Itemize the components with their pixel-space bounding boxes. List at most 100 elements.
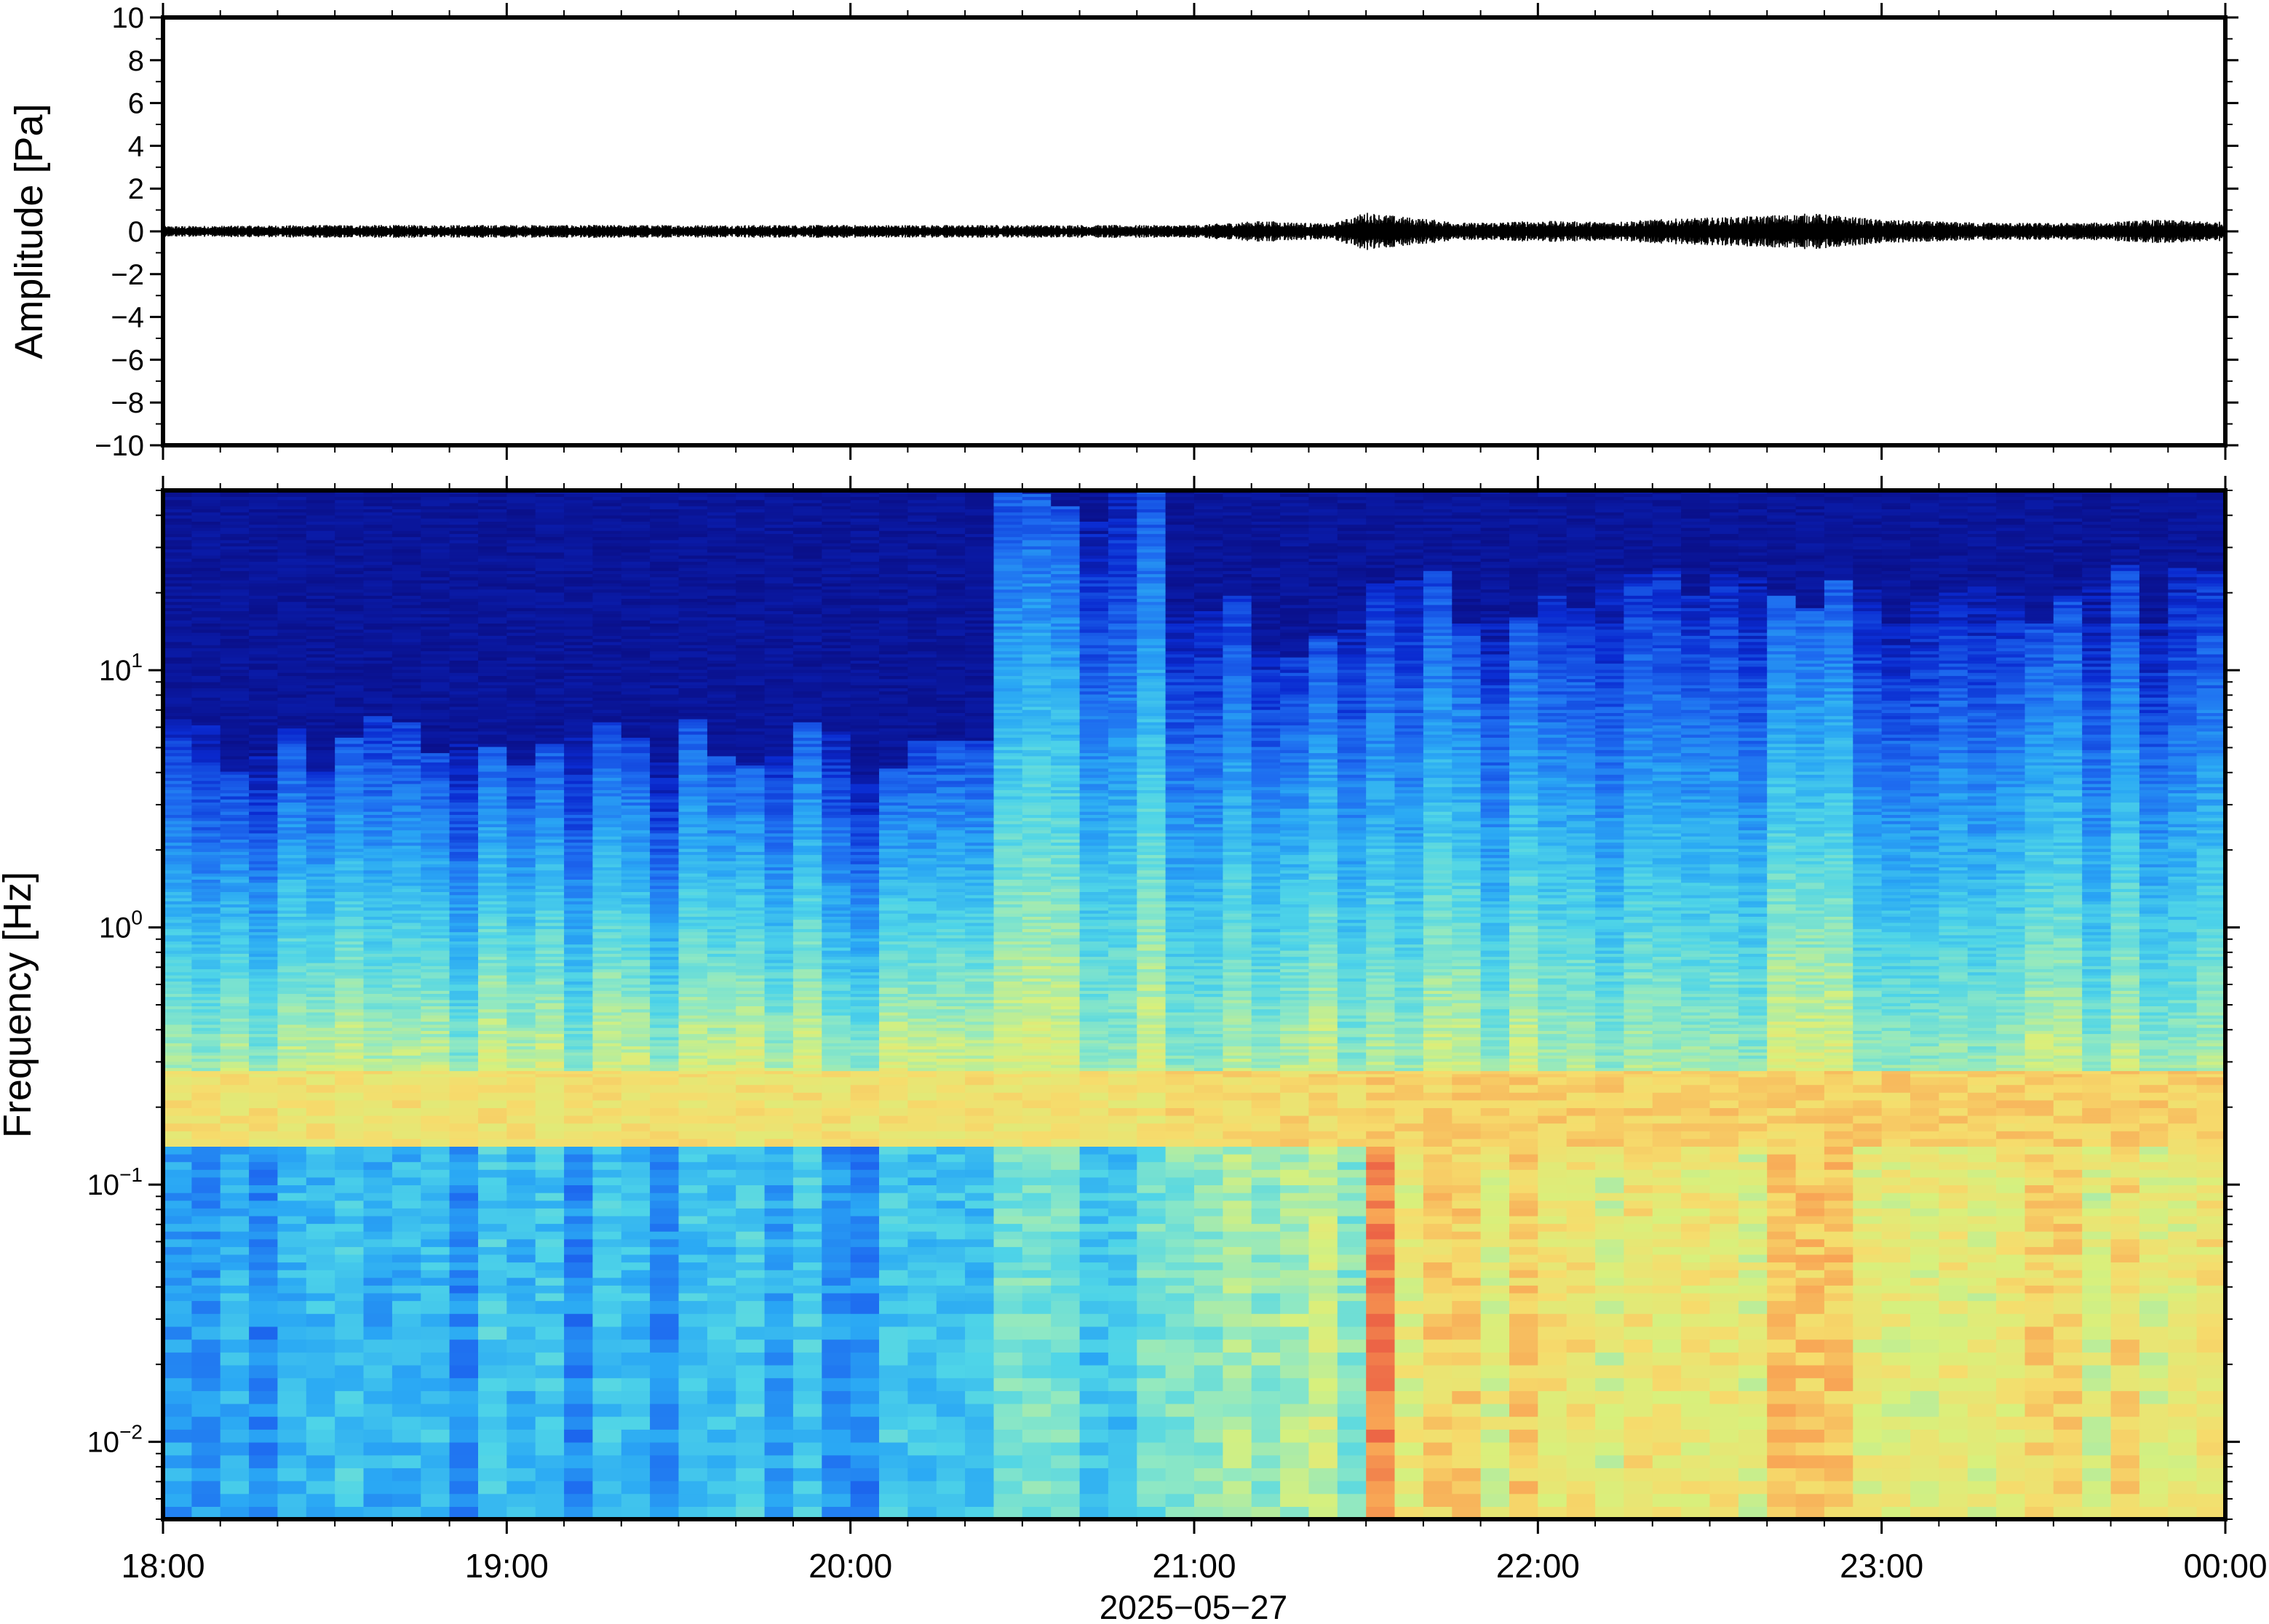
spectrogram-cell <box>650 895 679 899</box>
spectrogram-cell <box>650 1046 679 1050</box>
spectrogram-cell <box>392 1059 421 1062</box>
spectrogram-cell <box>621 1429 651 1442</box>
spectrogram-cell <box>592 928 621 932</box>
spectrogram-cell <box>450 549 479 553</box>
spectrogram-cell <box>306 1085 335 1093</box>
spectrogram-cell <box>277 821 306 824</box>
spectrogram-cell <box>592 610 621 614</box>
spectrogram-cell <box>392 818 421 821</box>
spectrogram-cell <box>650 1162 679 1170</box>
spectrogram-cell <box>736 892 765 896</box>
spectrogram-cell <box>277 1429 306 1442</box>
spectrogram-cell <box>364 509 393 513</box>
spectrogram-cell <box>650 639 679 642</box>
spectrogram-cell <box>450 781 479 784</box>
spectrogram-cell <box>650 731 679 735</box>
spectrogram-cell <box>191 778 220 781</box>
spectrogram-cell <box>450 1077 479 1085</box>
spectrogram-cell <box>592 1131 621 1139</box>
spectrogram-cell <box>220 774 250 778</box>
spectrogram-cell <box>707 1154 736 1162</box>
spectrogram-cell <box>592 848 621 852</box>
spectrogram-cell <box>478 749 507 753</box>
spectrogram-cell <box>191 562 220 565</box>
spectrogram-cell <box>536 1481 565 1494</box>
spectrogram-cell <box>191 568 220 571</box>
spectrogram-cell <box>506 605 536 608</box>
spectrogram-cell <box>536 932 565 936</box>
spectrogram-cell <box>277 629 306 633</box>
spectrogram-cell <box>621 978 651 982</box>
spectrogram-cell <box>191 888 220 892</box>
spectrogram-cell <box>506 626 536 630</box>
spectrogram-cell <box>564 645 593 648</box>
spectrogram-cell <box>392 781 421 784</box>
spectrogram-cell <box>564 1100 593 1108</box>
spectrogram-cell <box>277 518 306 522</box>
spectrogram-cell <box>707 765 736 769</box>
spectrogram-cell <box>277 617 306 621</box>
spectrogram-cell <box>506 543 536 546</box>
spectrogram-cell <box>650 1043 679 1046</box>
spectrogram-cell <box>564 1365 593 1378</box>
spectrogram-cell <box>506 938 536 942</box>
spectrogram-cell <box>650 771 679 775</box>
spectrogram-cell <box>163 1246 192 1254</box>
spectrogram-cell <box>392 629 421 633</box>
spectrogram-cell <box>421 589 450 593</box>
spectrogram-cell <box>621 528 651 531</box>
spectrogram-cell <box>564 1352 593 1365</box>
spectrogram-cell <box>306 1231 335 1239</box>
spectrogram-cell <box>621 666 651 670</box>
spectrogram-cell <box>679 827 708 830</box>
spectrogram-cell <box>536 672 565 676</box>
spectrogram-cell <box>707 1404 736 1417</box>
spectrogram-cell <box>506 664 536 667</box>
spectrogram-cell <box>536 1365 565 1378</box>
spectrogram-cell <box>564 722 593 725</box>
spectrogram-cell <box>478 1046 507 1050</box>
spectrogram-cell <box>707 913 736 917</box>
spectrogram-cell <box>506 805 536 809</box>
spectrogram-cell <box>335 796 364 800</box>
spectrogram-cell <box>478 821 507 824</box>
spectrogram-cell <box>506 1043 536 1046</box>
spectrogram-cell <box>335 528 364 531</box>
spectrogram-cell <box>191 1139 220 1147</box>
spectrogram-cell <box>306 555 335 559</box>
spectrogram-cell <box>277 737 306 741</box>
spectrogram-cell <box>736 830 765 834</box>
spectrogram-cell <box>163 716 192 720</box>
spectrogram-cell <box>392 876 421 880</box>
spectrogram-cell <box>621 497 651 501</box>
spectrogram-cell <box>679 512 708 516</box>
spectrogram-cell <box>364 784 393 787</box>
spectrogram-cell <box>650 574 679 578</box>
spectrogram-cell <box>650 824 679 827</box>
spectrogram-cell <box>707 530 736 534</box>
spectrogram-cell <box>249 1062 278 1065</box>
spectrogram-cell <box>450 1131 479 1139</box>
spectrogram-cell <box>450 1055 479 1059</box>
spectrogram-cell <box>335 586 364 590</box>
waveform-panel: 1086420−2−4−6−8−10 Amplitude [Pa] <box>7 2 2238 462</box>
spectrogram-cell <box>707 697 736 701</box>
spectrogram-cell <box>421 1442 450 1455</box>
spectrogram-cell <box>506 993 536 997</box>
spectrogram-cell <box>536 679 565 682</box>
spectrogram-cell <box>621 1015 651 1019</box>
spectrogram-cell <box>506 1246 536 1254</box>
spectrogram-cell <box>679 1216 708 1224</box>
spectrogram-cell <box>306 749 335 753</box>
spectrogram-cell <box>335 1074 364 1078</box>
spectrogram-cell <box>650 827 679 830</box>
spectrogram-cell <box>392 691 421 695</box>
spectrogram-cell <box>478 1455 507 1468</box>
spectrogram-cell <box>421 876 450 880</box>
spectrogram-cell <box>335 1278 364 1286</box>
spectrogram-cell <box>736 1123 765 1131</box>
spectrogram-cell <box>163 509 192 513</box>
spectrogram-cell <box>163 1146 192 1154</box>
spectrogram-cell <box>220 574 250 578</box>
spectrogram-cell <box>536 737 565 741</box>
